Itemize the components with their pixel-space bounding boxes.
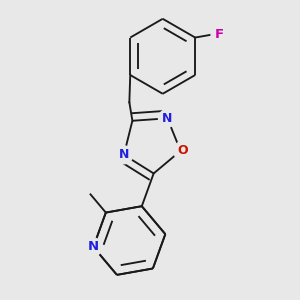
Text: N: N	[119, 148, 129, 161]
Text: N: N	[88, 240, 99, 254]
Text: F: F	[214, 28, 224, 41]
Text: O: O	[178, 144, 188, 158]
Text: N: N	[162, 112, 172, 125]
Circle shape	[85, 238, 102, 256]
Circle shape	[211, 26, 227, 42]
Circle shape	[115, 146, 133, 164]
Circle shape	[174, 141, 193, 160]
Circle shape	[158, 110, 176, 127]
